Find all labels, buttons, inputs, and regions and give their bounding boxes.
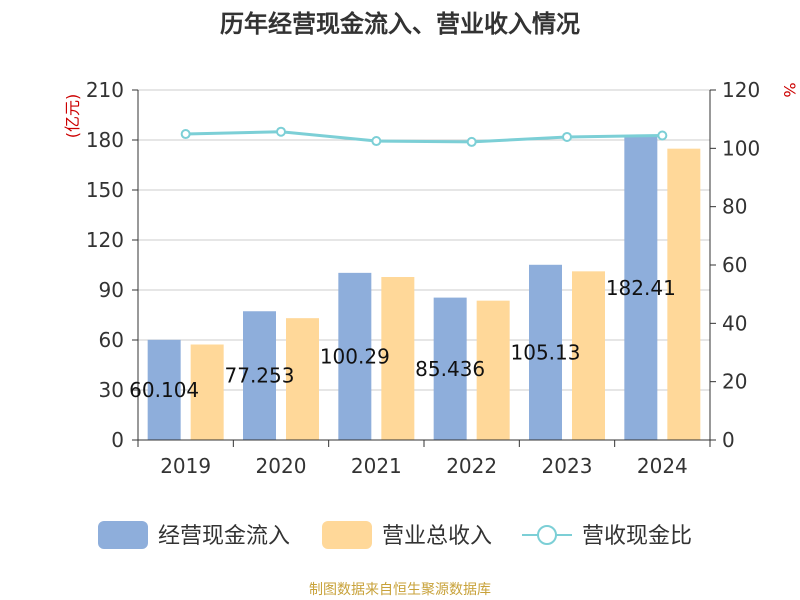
y-left-tick-label: 180 [86,128,124,152]
line-point [657,130,668,141]
x-tick-label: 2022 [446,454,497,478]
chart-title: 历年经营现金流入、营业收入情况 [220,10,580,38]
legend-marker [537,525,557,545]
x-tick-label: 2024 [637,454,688,478]
line-series-group [180,126,668,147]
legend: 经营现金流入 营业总收入 营收现金比 [98,521,692,549]
y-right-tick-label: 0 [722,428,735,452]
bar-data-label: 105.13 [511,340,581,364]
y-right-axis-unit: % [780,82,799,97]
legend-swatch [322,521,372,549]
bar-total-revenue [476,300,510,440]
line-point [466,136,477,147]
bar-data-label: 85.436 [415,357,485,381]
line-point [371,136,382,147]
bar-data-label: 182.41 [606,276,676,300]
legend-swatch [98,521,148,549]
y-left-tick-label: 60 [99,328,124,352]
y-left-tick-label: 120 [86,228,124,252]
bar-operating-cash-inflow [338,272,372,440]
source-footer: 制图数据来自恒生聚源数据库 [309,582,491,598]
y-right-tick-label: 80 [722,195,747,219]
bar-operating-cash-inflow [243,311,276,440]
y-left-tick-label: 30 [99,378,124,402]
x-tick-label: 2021 [351,454,402,478]
x-tick-label: 2020 [256,454,307,478]
y-left-tick-label: 0 [111,428,124,452]
x-tick-label: 2019 [160,454,211,478]
line-point [562,131,572,142]
bar-operating-cash-inflow [433,297,467,440]
bar-data-label: 77.253 [225,364,295,388]
y-left-axis-unit: (亿元) [63,94,82,139]
bar-operating-cash-inflow [529,264,562,440]
bar-data-label: 100.29 [320,344,390,368]
bar-data-label: 60.104 [129,378,199,402]
bar-total-revenue [381,277,415,440]
y-right-tick-label: 100 [722,136,760,160]
axes-group: 0 30 60 90 120 150 180 210 0 20 40 60 80 100 120 2019 20… [86,78,760,478]
y-right-tick-label: 120 [722,78,760,102]
data-labels-group: 60.104 77.253 100.29 85.436 105.13 182.41 [129,276,676,402]
y-left-tick-label: 210 [86,78,124,102]
legend-label: 营业总收入 [382,524,492,549]
x-tick-label: 2023 [542,454,593,478]
bar-total-revenue [667,148,701,440]
line-revenue-cash-ratio [185,130,663,144]
legend-label: 经营现金流入 [158,524,290,549]
bar-total-revenue [286,318,319,440]
legend-label: 营收现金比 [582,524,692,549]
bar-operating-cash-inflow [147,339,181,440]
bars-group [147,135,701,440]
y-right-tick-label: 20 [722,370,747,394]
bar-total-revenue [572,271,605,440]
line-point [276,126,286,137]
y-right-tick-label: 60 [722,253,747,277]
y-left-tick-label: 90 [99,278,124,302]
bar-total-revenue [190,344,224,440]
bar-operating-cash-inflow [624,135,658,440]
y-left-tick-label: 150 [86,178,124,202]
line-point [180,129,191,140]
y-right-tick-label: 40 [722,311,747,335]
